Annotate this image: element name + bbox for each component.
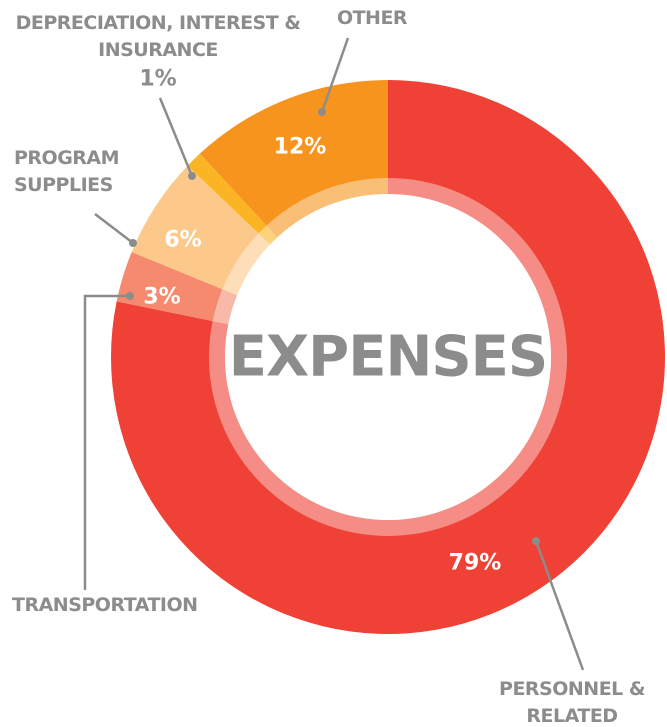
leader-dot <box>318 108 326 116</box>
value-label: 1% <box>139 66 177 92</box>
leader-line <box>83 294 130 590</box>
leader-dot <box>188 172 196 180</box>
category-label: PERSONNEL & RELATED <box>499 678 645 727</box>
value-label: 12% <box>273 134 327 160</box>
slice <box>199 80 388 238</box>
leader-dot <box>126 292 134 300</box>
chart-title: EXPENSES <box>228 324 549 390</box>
value-label: 79% <box>448 550 502 576</box>
leader-dot <box>532 537 540 545</box>
category-label: DEPRECIATION, INTEREST & INSURANCE <box>15 12 301 61</box>
leader-line <box>94 213 134 244</box>
leader-line <box>158 97 194 177</box>
slice <box>111 80 666 634</box>
slice <box>116 251 238 325</box>
slice <box>131 165 271 296</box>
category-label: TRANSPORTATION <box>12 594 198 616</box>
leader-dot <box>129 239 137 247</box>
value-label: 6% <box>164 227 202 253</box>
value-label: 3% <box>143 284 181 310</box>
leader-line <box>320 37 350 113</box>
category-label: OTHER <box>336 7 408 29</box>
leader-line <box>534 540 585 671</box>
donut-hole <box>225 194 551 520</box>
category-label: PROGRAM SUPPLIES <box>14 147 120 196</box>
slice <box>187 153 278 245</box>
inner-ring <box>209 178 567 536</box>
